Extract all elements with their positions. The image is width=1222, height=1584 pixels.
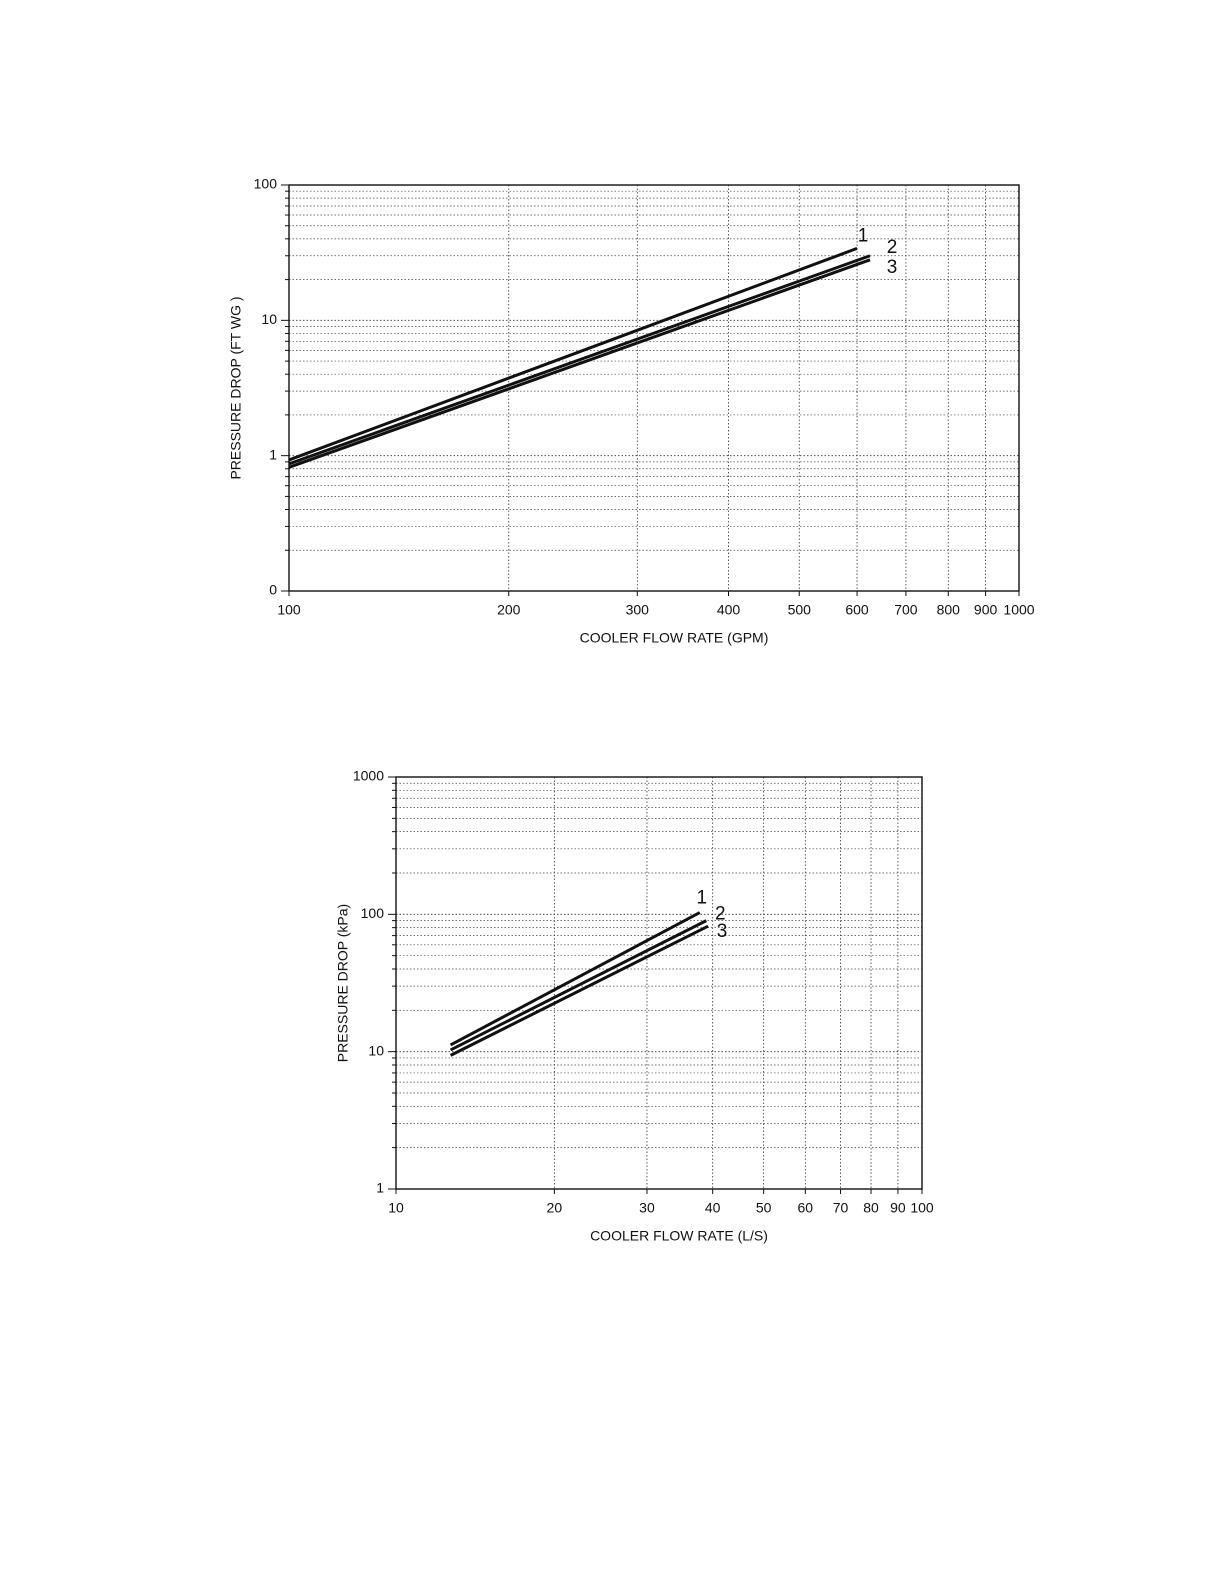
x-axis-label: COOLER FLOW RATE (L/S) — [590, 1228, 768, 1244]
x-tick-label: 40 — [705, 1200, 721, 1216]
y-tick-label: 0 — [269, 582, 277, 598]
plot-frame — [395, 776, 923, 1190]
x-tick-label: 50 — [756, 1200, 772, 1216]
x-tick-label: 60 — [798, 1200, 814, 1216]
series-label: 1 — [696, 888, 707, 909]
series-label: 1 — [858, 225, 869, 246]
x-tick-label: 80 — [863, 1200, 879, 1216]
series-label: 3 — [717, 921, 728, 942]
series-label: 2 — [715, 904, 726, 925]
y-tick-label: 1 — [376, 1180, 384, 1196]
y-axis-label: PRESSURE DROP (FT WG ) — [228, 296, 244, 479]
series-line — [449, 919, 707, 1052]
x-axis-label: COOLER FLOW RATE (GPM) — [580, 630, 769, 646]
y-tick-label: 10 — [261, 311, 277, 327]
series-line — [288, 258, 871, 469]
y-tick-label: 1000 — [353, 768, 384, 784]
x-tick-label: 100 — [910, 1200, 934, 1216]
x-tick-label: 300 — [626, 602, 650, 618]
series-line — [288, 254, 871, 466]
x-tick-label: 20 — [547, 1200, 563, 1216]
x-tick-label: 700 — [894, 602, 918, 618]
x-tick-label: 500 — [788, 602, 812, 618]
x-tick-label: 10 — [388, 1200, 404, 1216]
series-line — [288, 247, 858, 462]
x-tick-label: 1000 — [1003, 602, 1034, 618]
x-tick-label: 600 — [845, 602, 869, 618]
series-label: 2 — [887, 237, 898, 258]
y-axis-label: PRESSURE DROP (kPa) — [335, 904, 351, 1062]
y-tick-label: 1 — [269, 446, 277, 462]
x-tick-label: 900 — [974, 602, 998, 618]
series-line — [449, 911, 701, 1047]
plot-frame — [288, 184, 1020, 592]
x-tick-label: 100 — [277, 602, 301, 618]
x-tick-label: 90 — [890, 1200, 906, 1216]
x-tick-label: 70 — [833, 1200, 849, 1216]
y-tick-label: 10 — [368, 1042, 384, 1058]
x-tick-label: 200 — [497, 602, 521, 618]
x-tick-label: 30 — [639, 1200, 655, 1216]
series-line — [449, 924, 709, 1057]
x-tick-label: 400 — [717, 602, 741, 618]
series-label: 3 — [887, 257, 898, 278]
x-tick-label: 800 — [937, 602, 961, 618]
y-tick-label: 100 — [254, 176, 278, 192]
y-tick-label: 100 — [361, 905, 385, 921]
